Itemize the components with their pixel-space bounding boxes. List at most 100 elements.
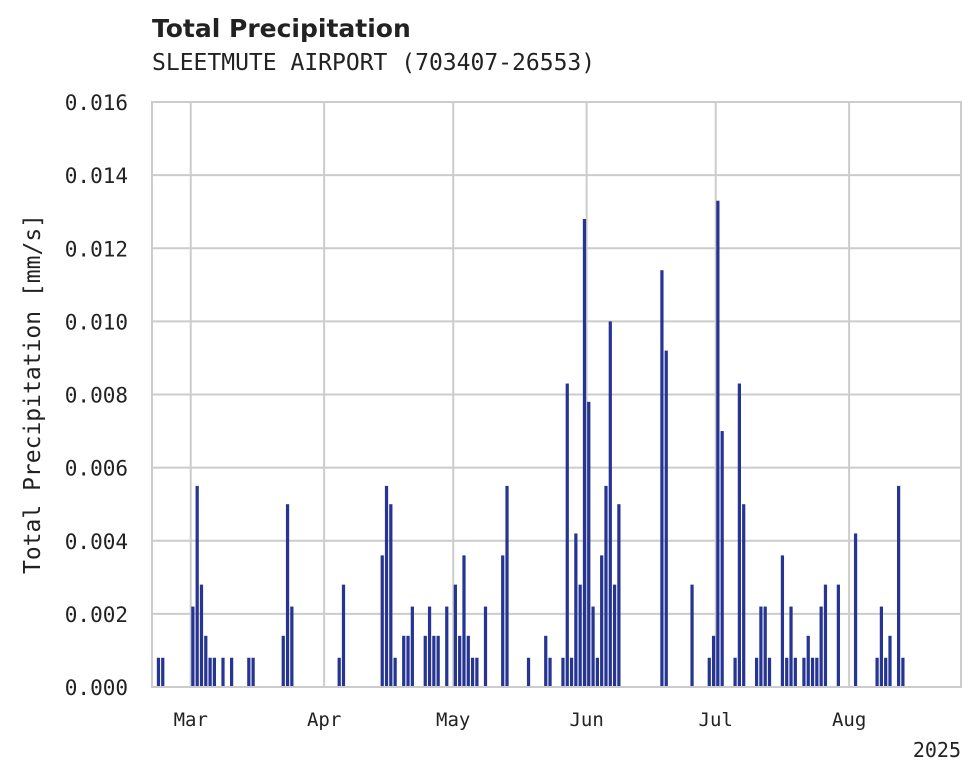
y-tick-label: 0.006	[65, 457, 128, 481]
chart-subtitle: SLEETMUTE AIRPORT (703407-26553)	[152, 50, 596, 76]
precip-bar	[466, 635, 470, 687]
precip-bar	[432, 635, 436, 687]
y-tick-label: 0.008	[65, 384, 128, 408]
precip-bar	[445, 606, 449, 687]
x-tick-label: Mar	[174, 709, 208, 731]
precip-bar	[664, 350, 668, 688]
precip-bar	[406, 635, 410, 687]
precip-bar	[780, 555, 785, 688]
precip-bar	[569, 657, 574, 687]
precip-bar	[582, 219, 587, 687]
precip-bar	[836, 584, 840, 688]
precip-bar	[384, 485, 389, 687]
precip-bar	[733, 657, 737, 687]
precip-bar	[436, 635, 440, 687]
y-tick-label: 0.012	[65, 237, 128, 261]
precip-bar	[617, 504, 621, 687]
precip-bar	[212, 657, 217, 687]
precip-bar	[161, 657, 165, 687]
precip-bar	[475, 657, 479, 687]
y-tick-label: 0.004	[65, 530, 128, 554]
precip-bar	[393, 657, 397, 687]
x-tick-label: May	[436, 709, 470, 731]
y-tick-labels: 0.000 0.002 0.004 0.006 0.008 0.010 0.012 0.014…	[65, 91, 128, 700]
precip-bar	[815, 657, 819, 687]
precip-bar	[785, 657, 789, 687]
y-axis-label: Total Precipitation [mm/s]	[20, 214, 46, 574]
plot-frame	[151, 101, 962, 688]
x-offset-label: 2025	[913, 738, 961, 762]
precip-bar	[884, 657, 888, 687]
precip-bar	[204, 635, 208, 687]
precip-bar	[612, 584, 617, 688]
precip-bar	[767, 657, 772, 687]
precip-bar	[251, 657, 255, 687]
precip-bar	[470, 657, 475, 687]
precip-bar	[501, 555, 505, 688]
precip-bar	[427, 606, 432, 687]
precip-bar	[544, 635, 548, 687]
gridlines	[152, 101, 961, 688]
precip-bar	[720, 431, 724, 687]
precip-bar	[281, 635, 285, 687]
precip-bar	[754, 657, 759, 687]
precip-bar	[410, 606, 414, 687]
precip-bar	[595, 657, 599, 687]
precip-bar	[191, 606, 195, 687]
precip-bar	[608, 321, 612, 688]
precip-bar	[548, 657, 552, 687]
y-tick-label: 0.002	[65, 603, 128, 627]
precip-bar	[458, 635, 462, 687]
precip-bar	[341, 584, 346, 688]
precip-bar	[875, 657, 879, 687]
precip-bar	[600, 555, 604, 688]
precip-bar	[763, 606, 767, 687]
precip-bar	[453, 584, 457, 688]
y-tick-label: 0.016	[65, 91, 128, 115]
precip-bar	[806, 635, 810, 687]
precip-bar	[526, 657, 531, 687]
x-tick-label: Apr	[307, 709, 341, 731]
precip-bar	[690, 584, 694, 688]
precip-bar	[759, 606, 763, 687]
x-tick-label: Jun	[569, 709, 603, 731]
precip-bar	[660, 270, 664, 687]
y-tick-label: 0.014	[65, 164, 128, 188]
precip-bar	[565, 383, 569, 687]
precip-bar	[587, 401, 591, 687]
precip-bar	[285, 504, 290, 687]
precip-bar	[574, 533, 578, 687]
precip-bar	[389, 504, 393, 687]
precip-bar	[716, 200, 720, 687]
precip-bar	[290, 606, 294, 687]
precip-bar	[879, 606, 884, 687]
precip-bar	[483, 606, 488, 687]
precip-bar	[156, 657, 161, 687]
precip-bar	[195, 485, 199, 687]
precip-bar	[901, 657, 905, 687]
precip-bar	[337, 657, 341, 687]
precip-bar	[802, 657, 806, 687]
precip-bar	[230, 657, 234, 687]
x-tick-labels: Mar Apr May Jun Jul Aug	[174, 709, 867, 731]
precip-bar	[853, 533, 858, 687]
precip-bar	[199, 584, 204, 688]
precip-bar	[707, 657, 711, 687]
precip-bar	[380, 555, 384, 688]
precip-bar	[793, 657, 797, 687]
bars	[156, 200, 905, 688]
precip-bar	[505, 485, 509, 687]
y-tick-label: 0.010	[65, 310, 128, 334]
precip-bar	[208, 657, 212, 687]
precip-bar	[561, 657, 565, 687]
precip-bar	[742, 504, 746, 687]
precip-bar	[823, 584, 828, 688]
precip-bar	[591, 606, 595, 687]
x-tick-label: Aug	[832, 709, 866, 731]
y-tick-label: 0.000	[65, 676, 128, 700]
precip-bar	[578, 584, 582, 688]
precip-bar	[896, 485, 901, 687]
x-tick-label: Jul	[699, 709, 733, 731]
